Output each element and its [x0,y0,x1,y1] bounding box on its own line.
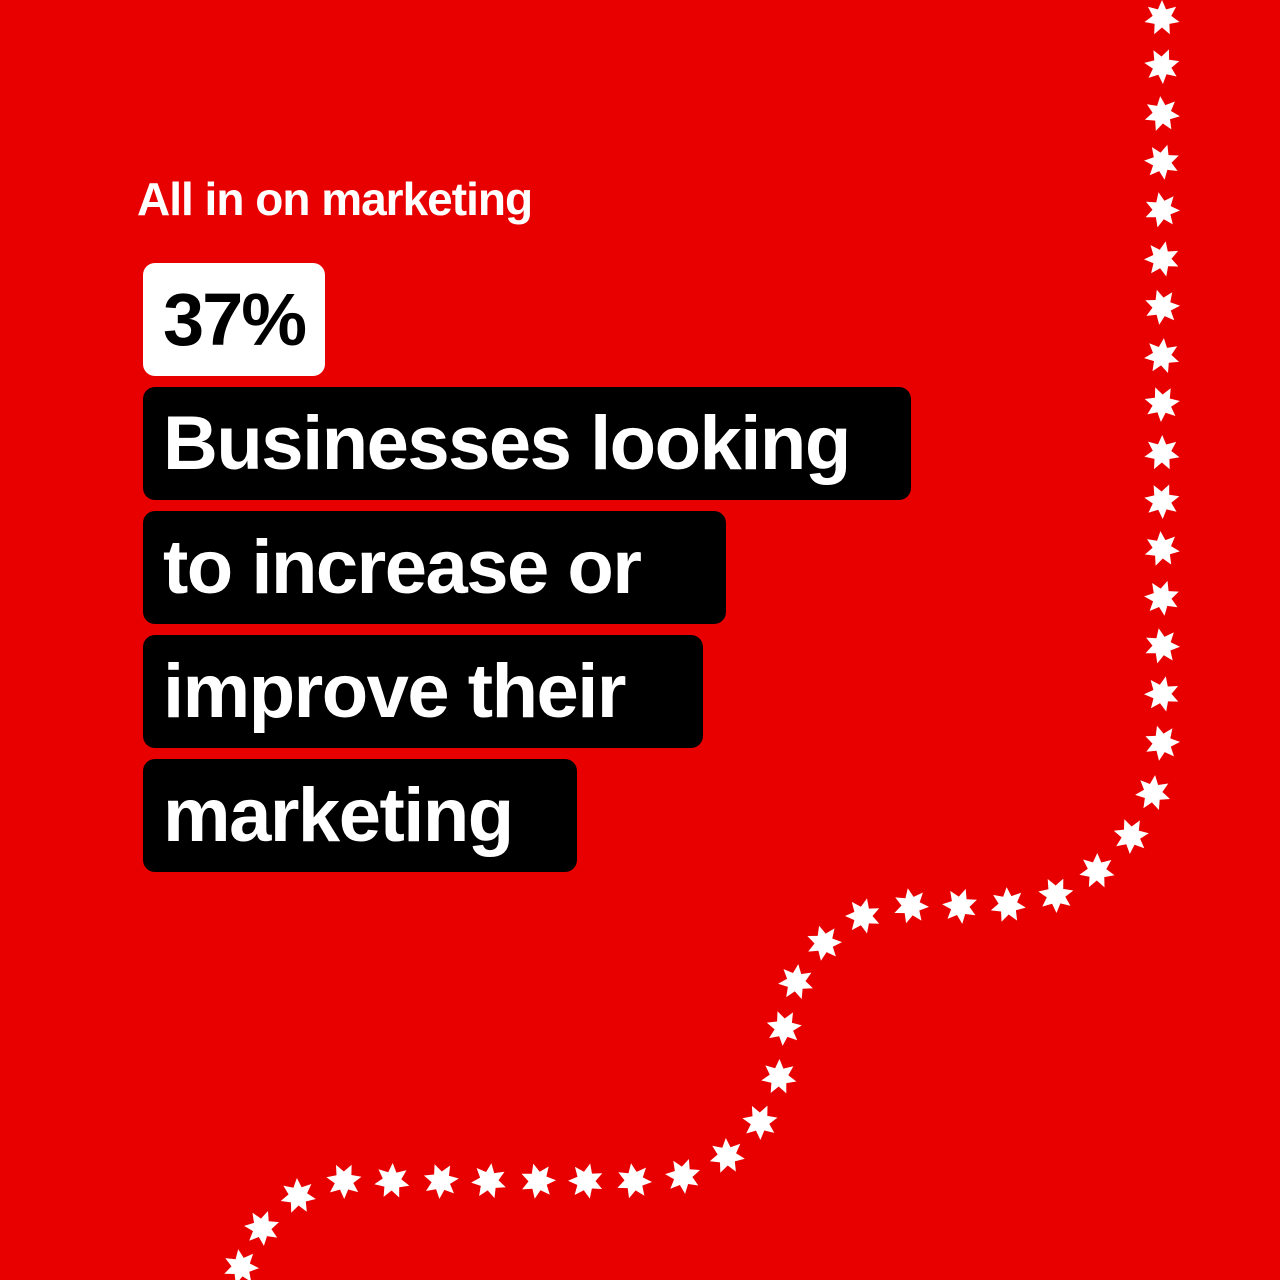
star-icon [709,1138,745,1173]
star-icon [224,1249,259,1280]
star-icon [990,887,1026,922]
star-icon [1144,531,1180,566]
star-icon [1144,387,1180,422]
star-icon [1144,435,1180,470]
star-icon [1135,775,1170,810]
star-icon [568,1163,603,1199]
star-icon [423,1164,459,1199]
star-icon [1145,725,1180,761]
star-icon [326,1164,362,1199]
star-icon [374,1163,410,1198]
star-icon [742,1105,778,1140]
star-icon [1079,853,1115,888]
star-icon [1038,878,1074,913]
description-line: marketing [143,759,577,872]
star-icon [521,1163,556,1199]
star-icon [807,925,842,961]
star-icon [1145,289,1180,325]
star-icon [1144,144,1179,180]
star-icon [665,1159,700,1194]
star-icon [1144,338,1179,373]
star-icon [1145,192,1180,228]
star-icon [761,1059,797,1094]
star-icon [894,888,929,924]
description-line: improve their [143,635,703,748]
star-icon [471,1163,506,1199]
star-icon [1144,484,1180,519]
star-icon [1145,628,1180,664]
star-icon [766,1011,802,1046]
star-icon [1144,580,1179,616]
star-icon [244,1211,279,1246]
description-line: Businesses looking [143,387,911,500]
star-icon [617,1163,652,1199]
star-icon [280,1178,316,1213]
stat-badge: 37% [143,263,325,376]
star-icon [942,888,977,924]
star-icon [778,964,813,1000]
stat-value: 37% [163,278,307,361]
star-icon [1144,241,1179,277]
kicker-heading: All in on marketing [137,173,533,225]
star-icon [845,898,880,934]
star-icon [1144,0,1180,35]
star-icon [1144,49,1180,84]
star-icon [1113,819,1149,854]
star-icon [1144,96,1180,131]
description-line: to increase or [143,511,726,624]
star-icon [1144,676,1179,712]
